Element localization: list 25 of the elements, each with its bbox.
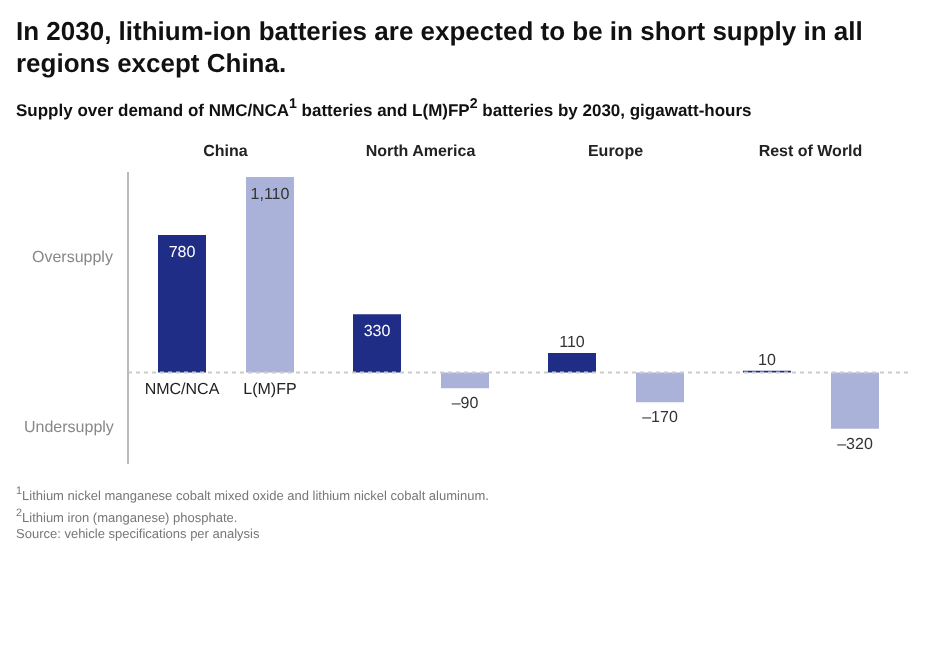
data-label: 780 [168, 242, 197, 261]
data-label: 10 [758, 350, 777, 369]
bar [353, 313, 401, 373]
chart-subtitle: Supply over demand of NMC/NCA$^{1}$ batteries and L(M)FP$^{2}$ batteries by 2030, gigawatt-hours [16, 96, 752, 120]
bar [548, 352, 596, 373]
series-label: NMC/NCA [144, 380, 221, 399]
bar [158, 234, 206, 373]
chart-title: In 2030, lithium-ion batteries are expected to be in short supply in all regions except China. [16, 16, 863, 78]
data-label: 110 [559, 332, 586, 351]
data-label: 1,110 [250, 184, 291, 203]
bar [636, 372, 684, 403]
data-label: 330 [363, 321, 392, 340]
data-label: –170 [642, 408, 679, 427]
series-label: L(M)FP [243, 380, 297, 399]
text: Oversupply [32, 247, 113, 266]
x-tick-label: China [203, 141, 249, 160]
data-label: –90 [451, 393, 480, 412]
bar [441, 372, 489, 388]
x-tick-label: Europe [587, 141, 645, 160]
x-tick-label: Rest of World [758, 141, 863, 160]
x-tick-label: North America [365, 141, 477, 160]
text: Undersupply [24, 417, 114, 436]
data-label: –320 [837, 434, 874, 453]
bar [246, 176, 294, 373]
bar [831, 372, 879, 429]
